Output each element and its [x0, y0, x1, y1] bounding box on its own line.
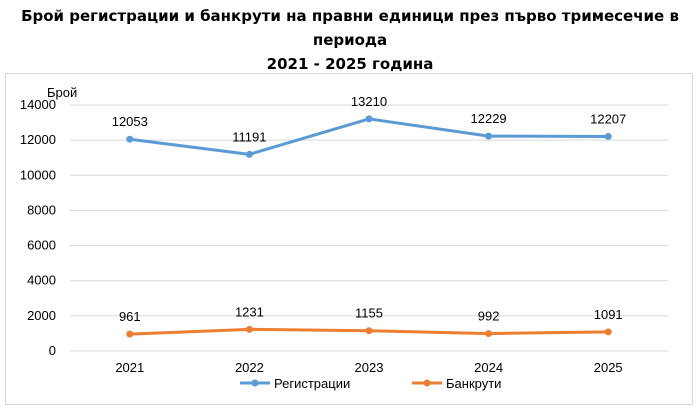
- chart-title: Брой регистрации и банкрути на правни ед…: [0, 4, 700, 76]
- data-label: 992: [478, 309, 500, 324]
- data-point: [485, 132, 493, 140]
- y-tick-label: 10000: [20, 167, 56, 182]
- data-label: 1155: [355, 306, 383, 321]
- data-label: 13210: [351, 94, 387, 109]
- data-point: [245, 325, 253, 333]
- data-point: [604, 328, 612, 336]
- y-tick-label: 14000: [20, 97, 56, 112]
- legend-marker: [423, 379, 431, 387]
- y-tick-label: 2000: [27, 308, 56, 323]
- legend-marker: [251, 379, 259, 387]
- data-label: 1231: [235, 304, 264, 319]
- legend-label: Банкрути: [446, 376, 501, 391]
- chart-frame: [5, 73, 693, 405]
- y-tick-label: 4000: [27, 273, 56, 288]
- legend-label: Регистрации: [274, 376, 350, 391]
- data-point: [604, 133, 612, 141]
- data-label: 12053: [112, 114, 148, 129]
- x-tick-label: 2022: [235, 360, 264, 375]
- y-tick-label: 8000: [27, 202, 56, 217]
- legend-item: Регистрации: [240, 376, 350, 391]
- chart-title-line-2: 2021 - 2025 година: [266, 55, 434, 73]
- y-tick-label: 0: [49, 343, 56, 358]
- data-point: [365, 115, 373, 123]
- series-bankruptcies: 961 1231 1155 992 1091: [119, 304, 623, 338]
- data-point: [126, 330, 134, 338]
- data-point: [245, 150, 253, 158]
- series-line: [128, 117, 610, 156]
- series-registrations: 12053 11191 13210 12229 12207: [112, 94, 626, 158]
- x-tick-label: 2024: [474, 360, 503, 375]
- y-axis-ticks: 0 2000 4000 6000 8000 10000 12000 14000: [20, 97, 56, 358]
- data-point: [365, 327, 373, 335]
- x-tick-label: 2023: [355, 360, 384, 375]
- data-point: [485, 330, 493, 338]
- y-axis-label: Брой: [47, 85, 77, 100]
- x-tick-label: 2025: [594, 360, 623, 375]
- data-label: 961: [119, 309, 141, 324]
- data-label: 11191: [232, 129, 266, 144]
- gridlines: [70, 104, 668, 352]
- x-axis-ticks: 2021 2022 2023 2024 2025: [115, 360, 622, 375]
- chart-title-line-1: Брой регистрации и банкрути на правни ед…: [21, 7, 679, 49]
- legend-item: Банкрути: [412, 376, 501, 391]
- data-label: 1091: [594, 307, 623, 322]
- x-tick-label: 2021: [115, 360, 144, 375]
- legend: Регистрации Банкрути: [240, 376, 501, 391]
- y-tick-label: 12000: [20, 132, 56, 147]
- series-layer: 12053 11191 13210 12229 12207 961 1231 1155 992 1…: [112, 94, 626, 338]
- data-label: 12207: [590, 112, 626, 127]
- data-point: [126, 135, 134, 143]
- data-label: 12229: [471, 111, 507, 126]
- y-tick-label: 6000: [27, 238, 56, 253]
